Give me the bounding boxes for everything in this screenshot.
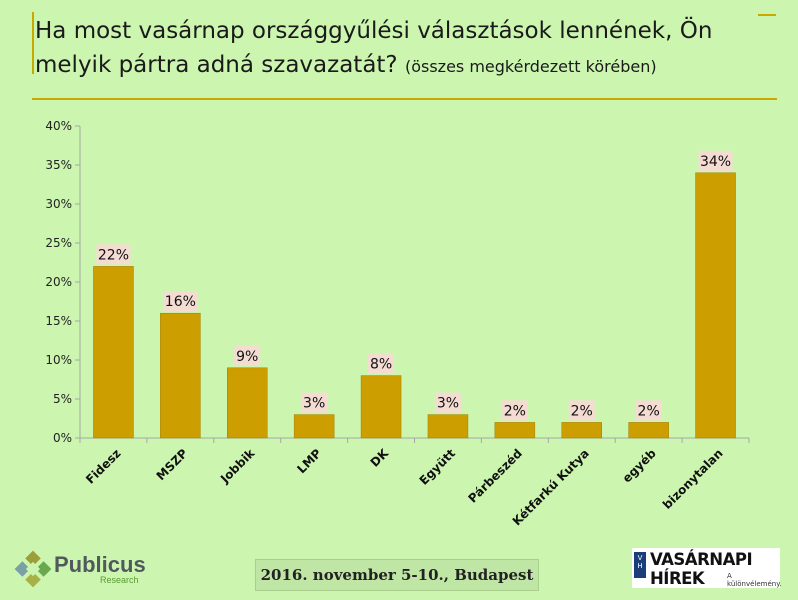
data-label-box (501, 400, 528, 421)
bar-fidesz (93, 266, 134, 439)
vasarnapi-hirek-tagline: A különvélemény. (727, 572, 782, 588)
y-tick-label: 30% (45, 197, 72, 211)
data-label-box (301, 392, 328, 413)
y-tick-label: 25% (45, 236, 72, 250)
chart-title: Ha most vasárnap országgyűlési választás… (35, 14, 775, 94)
data-label-box (368, 353, 395, 374)
bar-lmp (293, 414, 335, 439)
x-category-label: bizonytalan (660, 446, 726, 512)
y-tick-label: 5% (53, 392, 72, 406)
bar-párbeszéd (494, 422, 536, 439)
data-label: 9% (236, 349, 258, 365)
bar-bizonytalan (695, 172, 736, 439)
bar-kétfarkú-kutya (561, 422, 602, 439)
data-label-box (234, 345, 261, 366)
bar-együtt (427, 414, 469, 439)
title-line-1: Ha most vasárnap országgyűlési választás… (35, 18, 713, 44)
y-tick-label: 35% (45, 158, 72, 172)
x-category-label: Együtt (417, 446, 459, 488)
bar-jobbik (227, 367, 268, 439)
publicus-sub: Research (100, 575, 139, 585)
data-label: 3% (303, 396, 325, 412)
title-accent-horizontal (32, 98, 777, 100)
bar-egyéb (628, 422, 669, 439)
data-label-box (635, 400, 662, 421)
publicus-name: Publicus (54, 552, 146, 577)
vh-mark: V H (634, 552, 646, 578)
data-label-box (698, 150, 733, 171)
publicus-diamond-icon (14, 550, 52, 588)
data-label-box (96, 244, 131, 265)
data-label: 2% (504, 403, 526, 419)
vasarnapi-hirek-logo: V H VASÁRNAPI HÍREK A különvélemény. (632, 548, 782, 588)
title-accent-dash (758, 14, 776, 16)
y-tick-label: 20% (45, 275, 72, 289)
data-label: 2% (571, 403, 593, 419)
y-tick-label: 10% (45, 353, 72, 367)
data-label-box (568, 400, 595, 421)
title-accent-vertical (32, 12, 34, 74)
vasarnapi-hirek-name: VASÁRNAPI HÍREK (650, 550, 753, 588)
data-label: 3% (437, 396, 459, 412)
data-label: 34% (700, 154, 731, 170)
bar-chart: 0% 5% 10% 15% 20% 25% 30% 35% 40% 22% Fidesz 16% MSZ… (45, 119, 750, 528)
bar-mszp (160, 312, 201, 439)
survey-date-place: 2016. november 5-10., Budapest (255, 559, 539, 591)
data-label: 16% (165, 294, 196, 310)
x-category-label: DK (368, 446, 392, 470)
x-category-label: LMP (294, 446, 324, 476)
x-category-label: Fidesz (83, 446, 123, 486)
data-label-box (163, 291, 198, 312)
bar-dk (360, 375, 402, 439)
data-label-box (434, 392, 461, 413)
title-subtitle: (összes megkérdezett körében) (404, 57, 657, 76)
title-line-2: melyik pártra adná szavazatát? (összes m… (35, 48, 657, 84)
x-category-label: MSZP (154, 446, 191, 483)
title-question: melyik pártra adná szavazatát? (35, 52, 398, 78)
y-tick-label: 15% (45, 314, 72, 328)
y-tick-label: 40% (45, 119, 72, 133)
x-category-label: Párbeszéd (466, 446, 525, 505)
data-label: 8% (370, 357, 392, 373)
x-category-label: egyéb (620, 446, 659, 485)
publicus-logo: Publicus Research (14, 548, 154, 590)
y-tick-label: 0% (53, 431, 72, 445)
x-category-label: Jobbik (217, 446, 258, 487)
data-label: 2% (638, 403, 660, 419)
data-label: 22% (98, 247, 129, 263)
